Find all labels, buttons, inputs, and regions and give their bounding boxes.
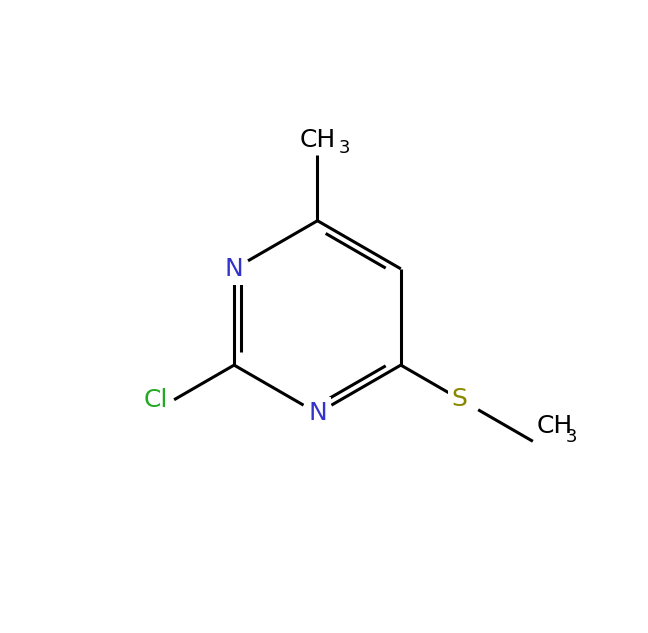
- Text: 3: 3: [566, 428, 577, 446]
- Text: S: S: [452, 387, 467, 411]
- Circle shape: [219, 253, 249, 284]
- Text: CH: CH: [537, 414, 573, 438]
- Text: Cl: Cl: [144, 388, 168, 411]
- Text: 3: 3: [338, 139, 350, 157]
- Text: CH: CH: [299, 128, 336, 152]
- Circle shape: [302, 398, 333, 429]
- Text: N: N: [225, 257, 244, 281]
- Text: N: N: [308, 401, 327, 425]
